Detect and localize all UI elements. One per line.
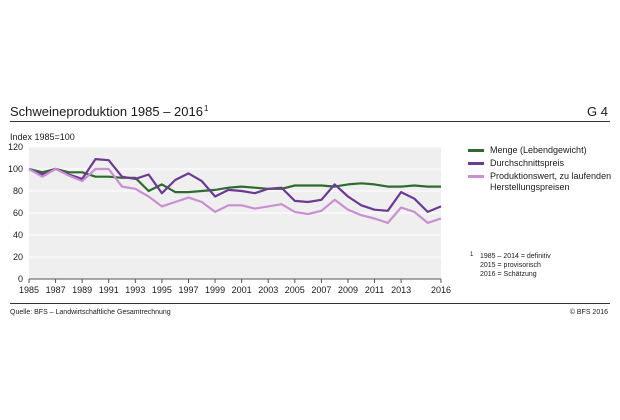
x-tick-label: 2013 xyxy=(391,285,411,295)
legend: Menge (Lebendgewicht) Durchschnittspreis… xyxy=(468,145,615,195)
y-tick-label: 80 xyxy=(13,186,23,196)
legend-swatch-produktionswert xyxy=(468,175,484,178)
x-tick-label: 1999 xyxy=(205,285,225,295)
chart-title-text: Schweineproduktion 1985 – 2016 xyxy=(10,104,203,119)
bottom-rule xyxy=(10,303,610,304)
top-rule xyxy=(10,121,610,122)
graphic-reference: G 4 xyxy=(587,104,608,119)
title-footnote-mark: 1 xyxy=(203,104,209,113)
x-tick-label: 1995 xyxy=(152,285,172,295)
x-tick-label: 1989 xyxy=(72,285,92,295)
footnote: 1 1985 – 2014 = definitiv 2015 = proviso… xyxy=(470,252,551,279)
y-tick-label: 20 xyxy=(13,252,23,262)
x-tick-label: 2016 xyxy=(431,285,451,295)
x-tick-label: 2011 xyxy=(365,285,384,295)
y-tick-label: 120 xyxy=(8,142,23,152)
legend-label-durchschnittspreis: Durchschnittspreis xyxy=(490,158,565,168)
footnote-line: 2016 = Schätzung xyxy=(480,271,537,278)
x-tick-label: 1991 xyxy=(99,285,119,295)
x-tick-label: 2007 xyxy=(311,285,331,295)
y-tick-label: 0 xyxy=(18,274,23,284)
footnote-mark: 1 xyxy=(470,252,474,258)
x-tick-label: 1993 xyxy=(125,285,145,295)
x-tick-label: 2005 xyxy=(285,285,305,295)
y-tick-label: 60 xyxy=(13,208,23,218)
footnote-line: 2015 = provisorisch xyxy=(480,262,541,269)
copyright-note: © BFS 2016 xyxy=(569,309,608,316)
legend-label-menge: Menge (Lebendgewicht) xyxy=(490,145,587,155)
y-tick-label: 40 xyxy=(13,230,23,240)
legend-item-durchschnittspreis: Durchschnittspreis xyxy=(468,158,615,169)
chart-title: Schweineproduktion 1985 – 20161 xyxy=(10,104,208,119)
y-axis-unit-label: Index 1985=100 xyxy=(10,132,75,142)
legend-label-produktionswert: Produktionswert, zu laufenden Herstellun… xyxy=(490,171,612,192)
footnote-line: 1985 – 2014 = definitiv xyxy=(480,253,551,260)
x-tick-label: 2001 xyxy=(232,285,252,295)
legend-swatch-menge xyxy=(468,149,484,152)
x-tick-label: 1987 xyxy=(46,285,66,295)
legend-swatch-durchschnittspreis xyxy=(468,162,484,165)
source-note: Quelle: BFS – Landwirtschaftliche Gesamt… xyxy=(10,309,171,316)
x-tick-label: 2003 xyxy=(258,285,278,295)
x-tick-label: 1997 xyxy=(178,285,198,295)
legend-item-menge: Menge (Lebendgewicht) xyxy=(468,145,615,156)
x-tick-label: 1985 xyxy=(19,285,39,295)
legend-item-produktionswert: Produktionswert, zu laufenden Herstellun… xyxy=(468,171,615,193)
series-line-3 xyxy=(28,167,442,224)
series-line-1 xyxy=(28,167,441,194)
y-tick-label: 100 xyxy=(8,164,23,174)
x-tick-label: 2009 xyxy=(338,285,358,295)
series-line-2 xyxy=(28,158,442,213)
